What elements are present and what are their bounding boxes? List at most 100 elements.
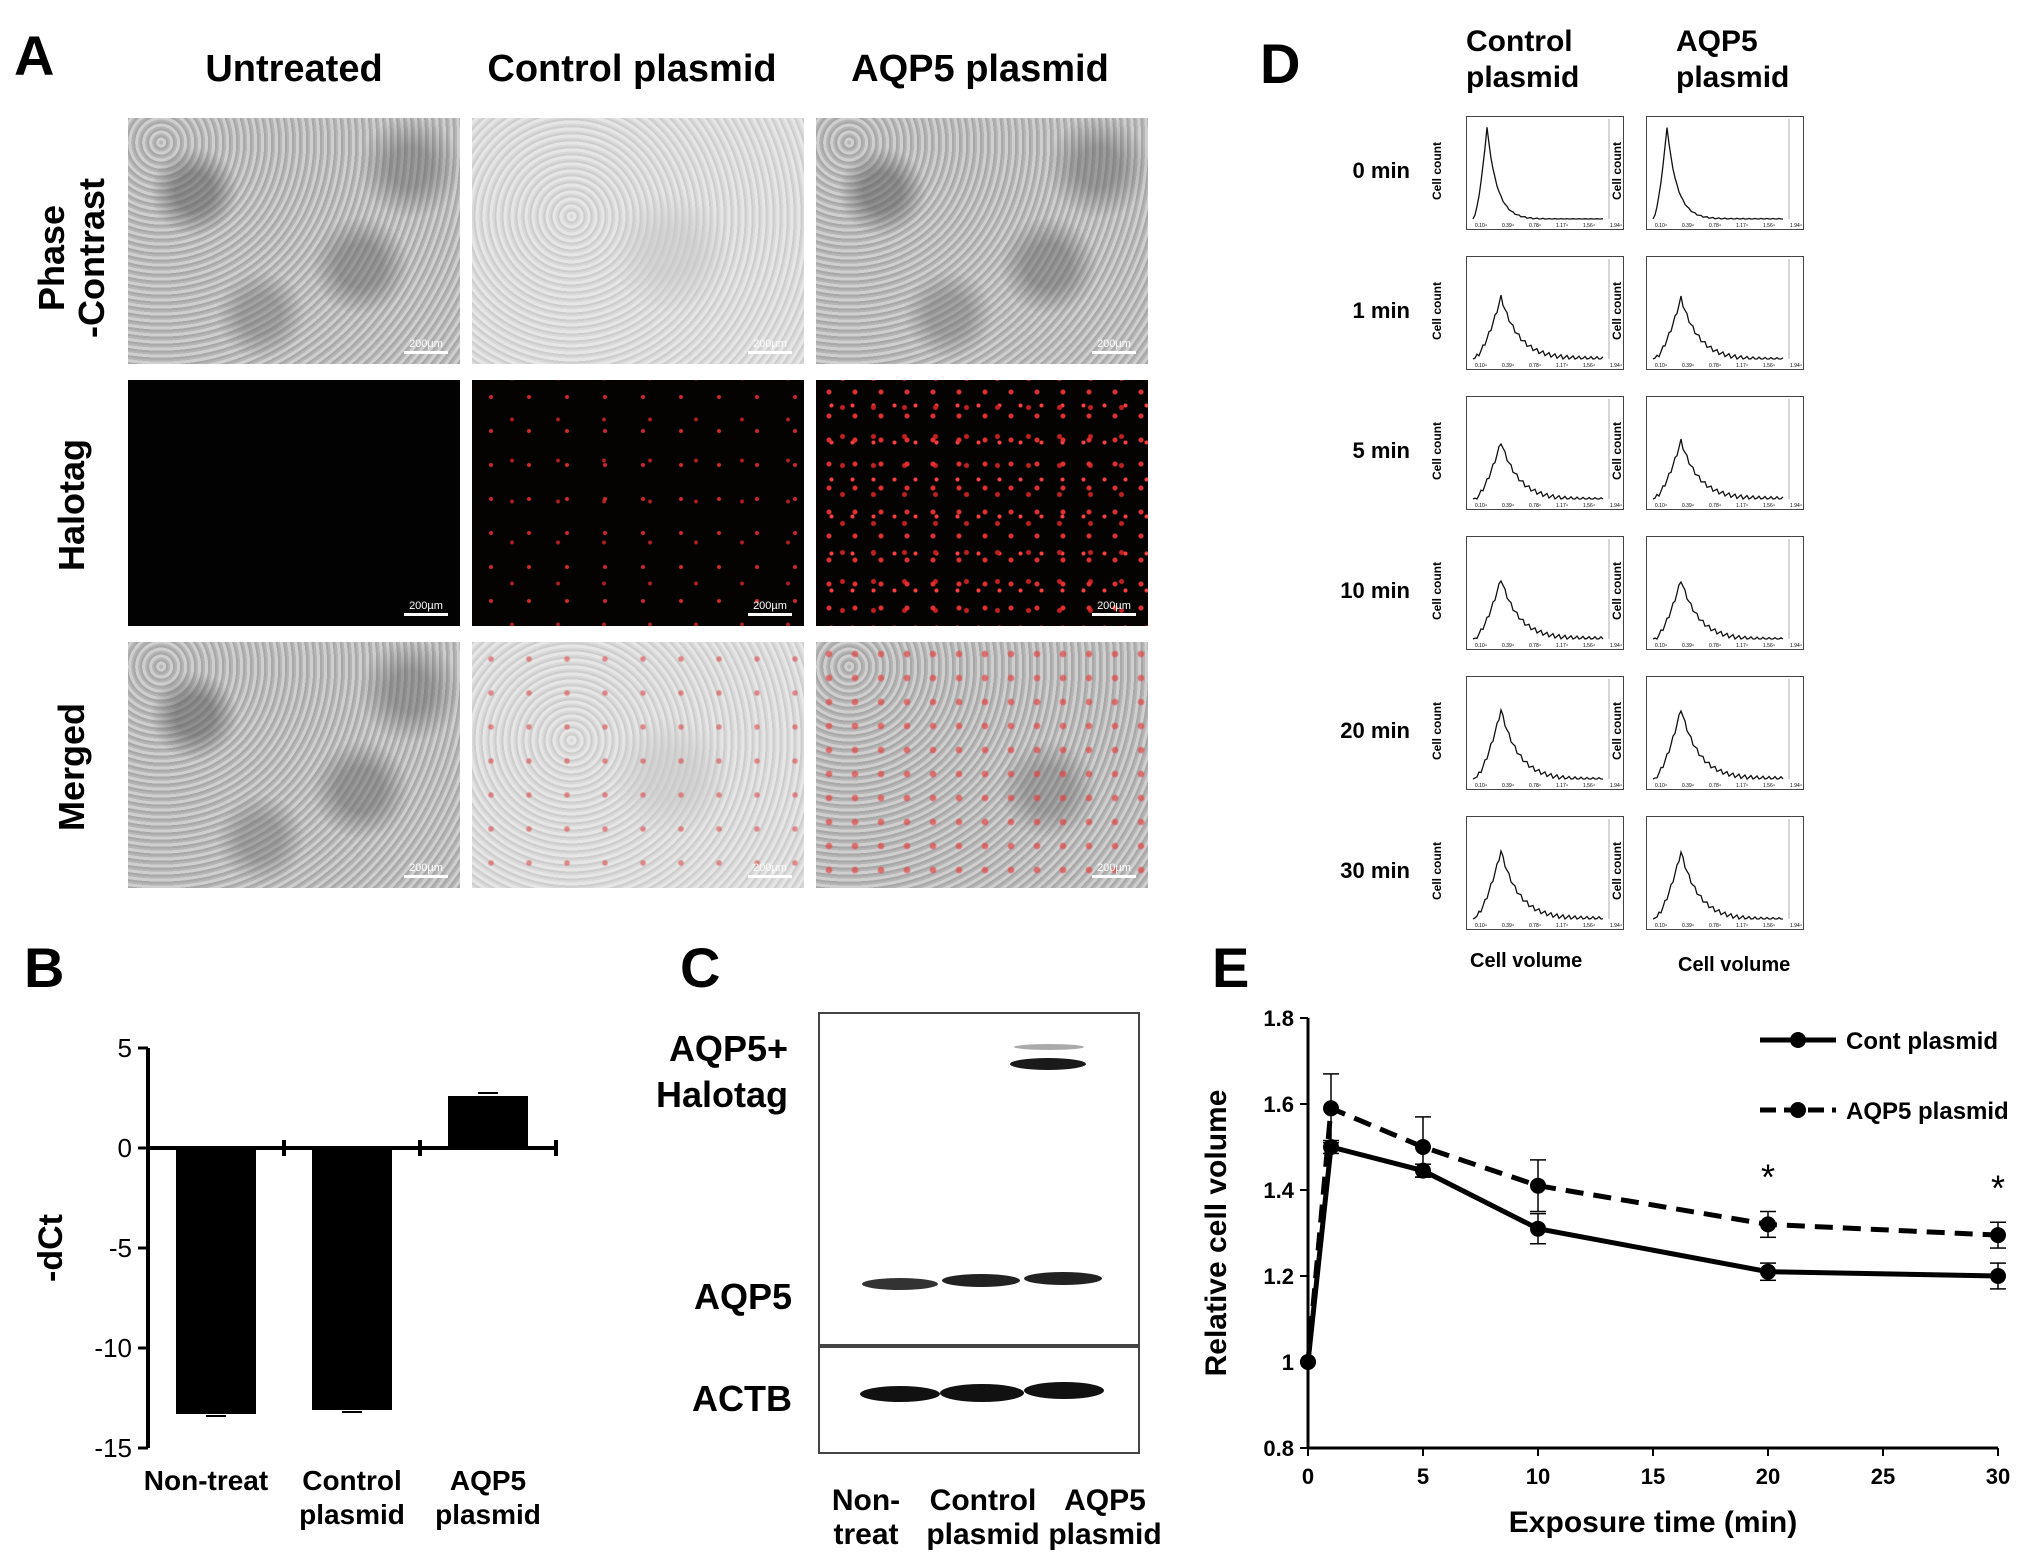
panel-a-row-halotag: Halotag <box>51 439 92 572</box>
flow-xtick: 1.17⁴ <box>1556 783 1568 789</box>
y-axis-label: Relative cell volume <box>1200 1090 1233 1377</box>
data-point <box>1760 1216 1776 1233</box>
flow-histogram-curve <box>1472 707 1603 780</box>
scale-bar: 200µm <box>1092 862 1136 878</box>
significance-star: * <box>209 1370 222 1408</box>
panel-d-xlabel-2: Cell volume <box>1678 954 1791 976</box>
x-tick-label: 5 <box>1417 1464 1429 1489</box>
flow-histogram-curve <box>1472 579 1604 640</box>
blot-lane-label-2: Control plasmid <box>926 1484 1040 1551</box>
bar <box>176 1148 256 1414</box>
band-aqp5-halotag <box>1010 1058 1086 1070</box>
band-aqp5-lane3 <box>1024 1272 1102 1285</box>
flow-histogram-curve <box>1472 848 1604 921</box>
category-label: plasmid <box>435 1499 541 1530</box>
flow-xtick: 0.10⁴ <box>1475 643 1487 649</box>
flow-xtick: 1.17⁴ <box>1556 503 1568 509</box>
flow-xtick: 1.94⁴ <box>1610 923 1622 929</box>
y-axis-label: -dCt <box>32 1214 70 1282</box>
flow-xtick: 1.56⁴ <box>1763 643 1775 649</box>
image-phase-control: 200µm <box>472 118 804 364</box>
flow-xtick: 0.10⁴ <box>1475 923 1487 929</box>
flow-histogram-curve <box>1652 438 1784 501</box>
flow-histogram-curve <box>1652 295 1784 360</box>
flow-histogram-curve <box>1652 849 1783 920</box>
flow-xtick: 1.17⁴ <box>1736 923 1748 929</box>
panel-d-column-control: Control plasmid <box>1466 25 1580 94</box>
flow-time-label: 10 min <box>1340 578 1410 603</box>
image-merged-aqp5: 200µm <box>816 642 1148 888</box>
x-tick-label: 20 <box>1756 1464 1780 1489</box>
flow-xtick: 1.56⁴ <box>1583 923 1595 929</box>
y-tick-label: 0 <box>118 1133 132 1163</box>
image-halotag-control: 200µm <box>472 380 804 626</box>
x-tick-label: 10 <box>1526 1464 1550 1489</box>
flow-xtick: 0.10⁴ <box>1655 223 1667 229</box>
y-tick-label: 1.6 <box>1263 1092 1294 1117</box>
flow-xtick: 1.94⁴ <box>1790 223 1802 229</box>
flow-xtick: 0.39⁴ <box>1682 503 1694 509</box>
image-phase-aqp5: 200µm <box>816 118 1148 364</box>
flow-xtick: 1.94⁴ <box>1790 783 1802 789</box>
data-point <box>1990 1227 2006 1244</box>
band-aqp5-halotag-faint <box>1014 1044 1084 1050</box>
flow-histogram-curve <box>1472 294 1604 361</box>
panel-b-bar-chart: 50-5-10-15*Non-treat ControlplasmidAQP5pl… <box>32 1033 558 1530</box>
flow-xtick: 0.78⁴ <box>1529 223 1541 229</box>
legend-label: Cont plasmid <box>1846 1028 1998 1055</box>
panel-label-a: A <box>14 24 55 87</box>
flow-xtick: 0.39⁴ <box>1682 223 1694 229</box>
flow-xtick: 1.56⁴ <box>1583 643 1595 649</box>
flow-xtick: 1.17⁴ <box>1736 363 1748 369</box>
flow-ylabel: Cell count <box>1430 421 1445 481</box>
band-actb-lane1 <box>860 1386 940 1402</box>
flow-histogram-curve <box>1652 709 1784 781</box>
flow-ylabel: Cell count <box>1610 421 1625 481</box>
panel-label-c: C <box>680 936 721 999</box>
panel-a-row-phase-contrast: Phase -Contrast <box>22 118 122 364</box>
flow-xtick: 1.17⁴ <box>1556 923 1568 929</box>
blot-label-actb: ACTB <box>692 1378 792 1419</box>
flow-xtick: 1.94⁴ <box>1610 363 1622 369</box>
row-phase-line1: Phase <box>31 204 72 312</box>
flow-xtick: 1.94⁴ <box>1610 223 1622 229</box>
flow-xtick: 0.39⁴ <box>1682 363 1694 369</box>
image-halotag-aqp5: 200µm <box>816 380 1148 626</box>
y-tick-label: 1.2 <box>1263 1264 1294 1289</box>
flow-xtick: 1.17⁴ <box>1556 223 1568 229</box>
data-point <box>1300 1354 1316 1370</box>
scale-bar: 200µm <box>748 862 792 878</box>
flow-xtick: 0.78⁴ <box>1529 923 1541 929</box>
image-merged-untreated: 200µm <box>128 642 460 888</box>
flow-xtick: 0.78⁴ <box>1529 363 1541 369</box>
flow-histogram-curve <box>1652 127 1784 220</box>
blot-label-aqp5: AQP5 <box>693 1276 792 1317</box>
flow-xtick: 0.10⁴ <box>1655 923 1667 929</box>
panel-a-column-aqp5: AQP5 plasmid <box>851 48 1109 90</box>
data-point <box>1760 1263 1776 1280</box>
flow-xtick: 1.94⁴ <box>1610 783 1622 789</box>
panel-a-row-merged: Merged <box>51 702 92 832</box>
flow-xtick: 1.17⁴ <box>1736 783 1748 789</box>
flow-ylabel: Cell count <box>1430 701 1445 761</box>
flow-xtick: 1.17⁴ <box>1736 503 1748 509</box>
image-halotag-untreated: 200µm <box>128 380 460 626</box>
panel-label-e: E <box>1212 936 1250 999</box>
blot-label-halotag: Halotag <box>655 1074 788 1115</box>
flow-xtick: 1.56⁴ <box>1763 923 1775 929</box>
blot-actb <box>818 1346 1140 1454</box>
x-tick-label: 0 <box>1302 1464 1314 1489</box>
x-tick-label: 30 <box>1986 1464 2010 1489</box>
significance-star: * <box>1761 1157 1775 1198</box>
flow-histogram-curve <box>1652 580 1784 641</box>
flow-xtick: 0.78⁴ <box>1529 643 1541 649</box>
band-aqp5-lane1 <box>862 1278 938 1290</box>
flow-xtick: 1.17⁴ <box>1556 363 1568 369</box>
flow-ylabel: Cell count <box>1430 141 1445 201</box>
flow-ylabel: Cell count <box>1610 561 1625 621</box>
scale-bar: 200µm <box>404 862 448 878</box>
flow-histogram-curve <box>1472 127 1604 220</box>
